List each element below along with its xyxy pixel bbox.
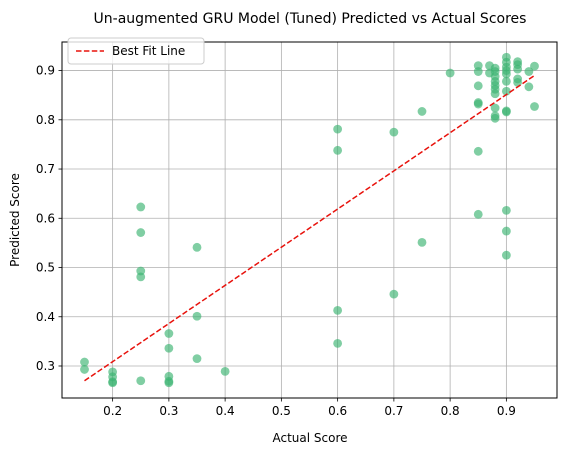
x-axis-label: Actual Score (272, 431, 347, 445)
scatter-points (80, 52, 539, 388)
data-point (192, 242, 202, 252)
y-tick-label: 0.4 (36, 310, 55, 324)
data-point (490, 89, 500, 99)
data-point (490, 103, 500, 113)
data-point (513, 64, 523, 74)
data-point (501, 205, 511, 215)
x-tick-label: 0.9 (497, 404, 516, 418)
data-point (501, 250, 511, 260)
x-tick-label: 0.4 (216, 404, 235, 418)
data-point (220, 367, 230, 376)
data-point (80, 357, 89, 367)
data-point (473, 67, 483, 76)
legend-label-best-fit: Best Fit Line (112, 44, 185, 58)
data-point (501, 76, 511, 86)
data-point (417, 107, 427, 116)
y-tick-label: 0.3 (36, 359, 55, 373)
y-tick-label: 0.5 (36, 261, 55, 275)
data-point (501, 226, 511, 236)
data-point (389, 127, 399, 137)
data-point (333, 124, 343, 134)
x-tick-label: 0.7 (384, 404, 403, 418)
y-axis-label: Predicted Score (8, 173, 22, 267)
data-point (417, 238, 427, 247)
data-point (136, 228, 146, 237)
data-point (530, 61, 539, 71)
data-point (473, 99, 483, 109)
data-point (473, 209, 483, 219)
x-tick-label: 0.8 (441, 404, 460, 418)
best-fit-line-group (84, 74, 535, 382)
data-point (136, 376, 146, 386)
x-tick-label: 0.5 (272, 404, 291, 418)
data-point (333, 338, 343, 348)
legend: Best Fit Line (67, 37, 205, 65)
chart-title: Un-augmented GRU Model (Tuned) Predicted… (94, 11, 527, 27)
x-axis-ticks: 0.2 0.3 0.4 0.5 0.6 0.7 0.8 0.9 (103, 398, 516, 418)
data-point (501, 69, 511, 79)
y-tick-label: 0.7 (36, 162, 55, 176)
grid (62, 42, 557, 398)
data-point (389, 289, 399, 299)
data-point (164, 378, 174, 388)
x-tick-label: 0.6 (328, 404, 347, 418)
data-point (524, 82, 534, 92)
y-tick-label: 0.6 (36, 211, 55, 225)
data-point (501, 107, 511, 117)
x-tick-label: 0.2 (103, 404, 122, 418)
data-point (108, 378, 118, 388)
data-point (530, 102, 539, 111)
x-tick-label: 0.3 (159, 404, 178, 418)
data-point (473, 146, 483, 156)
plot-frame (61, 41, 558, 399)
y-tick-label: 0.8 (36, 113, 55, 127)
data-point (501, 86, 511, 96)
data-point (192, 311, 202, 321)
data-point (136, 272, 146, 282)
best-fit-line (84, 74, 535, 382)
data-point (192, 354, 202, 364)
data-point (136, 202, 146, 212)
data-point (164, 329, 174, 338)
y-tick-label: 0.9 (36, 64, 55, 78)
data-point (524, 67, 534, 76)
data-point (80, 365, 89, 374)
data-point (333, 305, 343, 315)
legend-box (67, 37, 205, 65)
data-point (333, 145, 343, 155)
y-axis-ticks: 0.3 0.4 0.5 0.6 0.7 0.8 0.9 (36, 64, 62, 373)
data-point (490, 113, 500, 123)
data-point (164, 343, 174, 353)
data-point (473, 81, 483, 91)
data-point (445, 68, 455, 78)
